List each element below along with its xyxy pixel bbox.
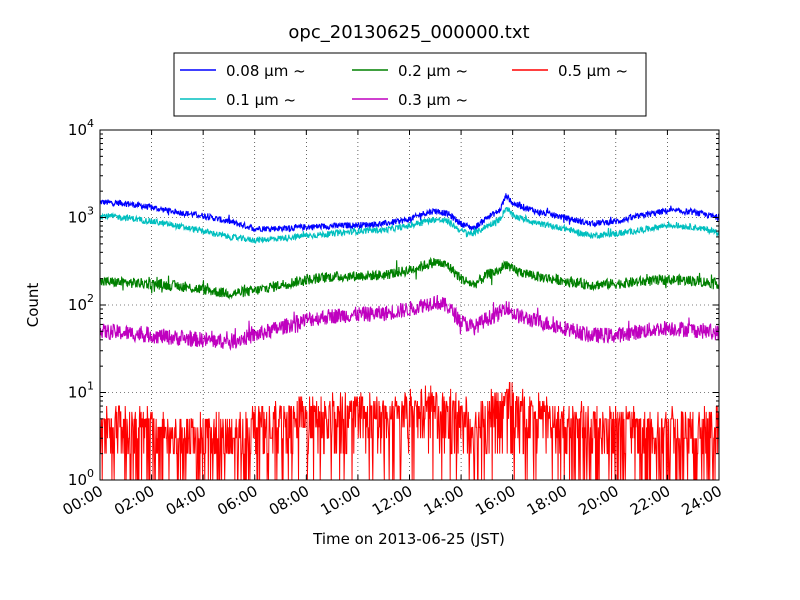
legend-label-2: 0.1 μm ~ <box>226 91 296 109</box>
y-tick-label: 103 <box>68 205 94 227</box>
legend: 0.08 μm ~ 0.1 μm ~ 0.2 μm ~ 0.3 μm ~ 0.5 μm … <box>173 52 647 117</box>
series-line-2 <box>100 207 719 244</box>
legend-label-4: 0.3 μm ~ <box>398 91 468 109</box>
legend-box <box>173 52 647 117</box>
y-tick-label: 102 <box>68 292 94 314</box>
legend-label-5: 0.5 μm ~ <box>558 62 628 80</box>
chart-title: opc_20130625_000000.txt <box>288 22 529 43</box>
x-axis-label: Time on 2013-06-25 (JST) <box>312 530 505 548</box>
legend-label-3: 0.2 μm ~ <box>398 62 468 80</box>
axis-ticks <box>99 129 720 481</box>
y-tick-label: 100 <box>68 467 94 489</box>
y-tick-label: 101 <box>68 380 94 402</box>
series-line-4 <box>100 295 719 351</box>
y-axis-label: Count <box>24 283 42 328</box>
series-line-1 <box>100 193 719 233</box>
y-tick-labels: 100 101 102 103 104 <box>68 117 94 489</box>
series-layer <box>100 193 719 480</box>
legend-label-1: 0.08 μm ~ <box>226 62 306 80</box>
y-tick-label: 104 <box>68 117 94 139</box>
series-line-3 <box>100 256 719 300</box>
series-line-5 <box>100 382 719 480</box>
